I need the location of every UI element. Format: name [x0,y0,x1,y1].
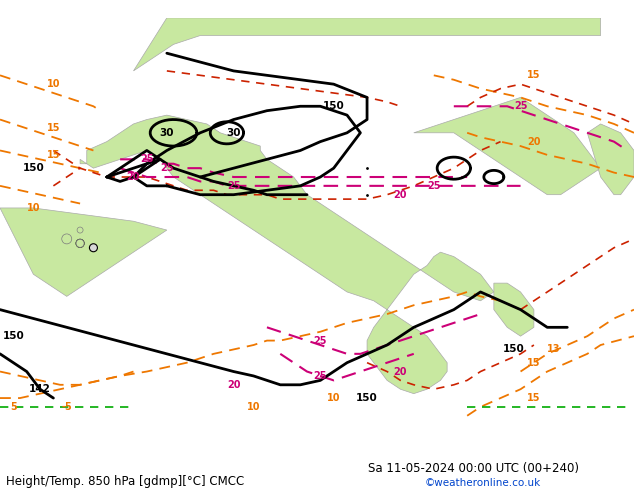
Text: ©weatheronline.co.uk: ©weatheronline.co.uk [425,478,541,488]
Text: 10: 10 [327,393,340,403]
Text: 150: 150 [356,393,378,403]
Text: 15: 15 [527,358,541,368]
Text: 20: 20 [394,367,407,376]
Polygon shape [80,115,494,393]
Circle shape [76,239,84,247]
Text: 150: 150 [323,101,344,111]
Text: -5: -5 [61,402,72,412]
Text: 25: 25 [314,371,327,381]
Text: 20: 20 [227,380,240,390]
Polygon shape [0,208,167,296]
Text: Height/Temp. 850 hPa [gdmp][°C] CMCC: Height/Temp. 850 hPa [gdmp][°C] CMCC [6,474,245,488]
Text: 20: 20 [527,137,541,147]
Circle shape [61,234,72,244]
Text: 25: 25 [160,163,174,173]
Text: Sa 11-05-2024 00:00 UTC (00+240): Sa 11-05-2024 00:00 UTC (00+240) [368,462,579,475]
Polygon shape [494,283,534,336]
Text: 10: 10 [47,79,60,89]
Circle shape [89,244,98,252]
Text: 15: 15 [527,71,541,80]
Polygon shape [134,18,600,71]
Text: 15: 15 [527,393,541,403]
Text: 13: 13 [547,344,560,354]
Text: 15: 15 [47,123,60,133]
Text: 150: 150 [503,344,525,354]
Text: 20: 20 [394,190,407,200]
Polygon shape [587,124,634,195]
Text: 25: 25 [227,181,240,191]
Text: 25: 25 [314,336,327,345]
Text: 20: 20 [127,172,140,182]
Text: 150: 150 [22,163,44,173]
Polygon shape [414,98,600,195]
Text: 25: 25 [514,101,527,111]
Text: 30: 30 [160,128,174,138]
Text: 142: 142 [29,384,51,394]
Text: 10: 10 [247,402,261,412]
Text: 15: 15 [47,150,60,160]
Text: 25: 25 [427,181,441,191]
Text: 25: 25 [140,154,153,164]
Circle shape [77,227,83,233]
Circle shape [63,235,71,243]
Text: 5: 5 [10,402,16,412]
Text: 10: 10 [27,203,40,213]
Circle shape [76,239,84,247]
Text: 30: 30 [226,128,241,138]
Text: 150: 150 [3,331,24,341]
